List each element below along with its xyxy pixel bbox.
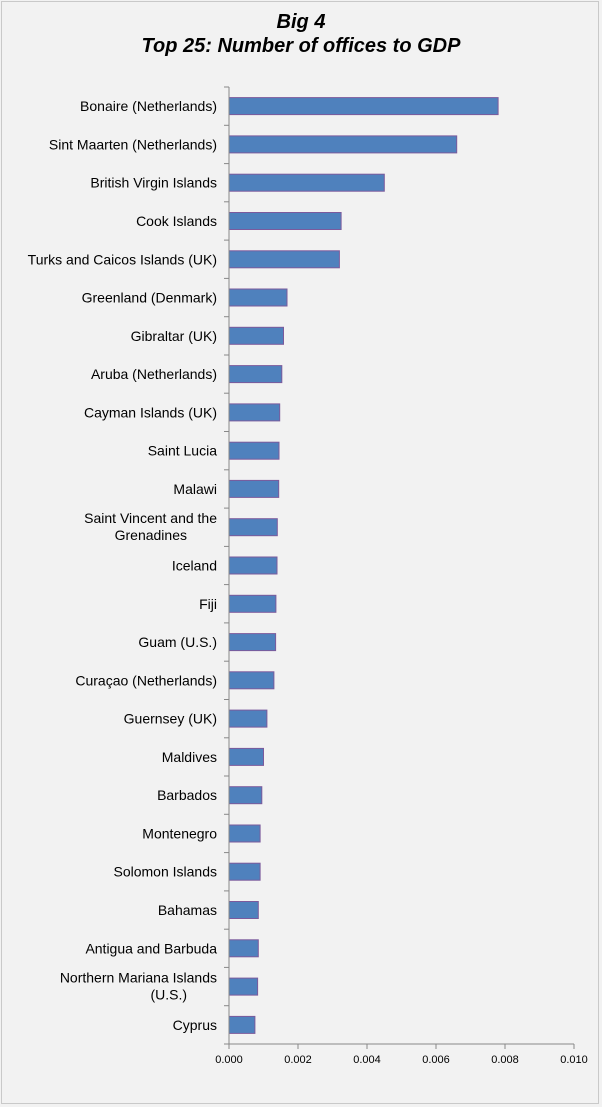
chart-title-block: Big 4 Top 25: Number of offices to GDP [0,10,602,58]
bar [228,441,280,460]
category-label: Maldives [162,749,217,765]
bar [228,173,385,192]
x-tick-label: 0.008 [491,1054,519,1066]
x-tick-label: 0.006 [422,1054,450,1066]
bar [228,135,458,154]
bar [228,518,278,537]
bar [228,939,259,958]
x-tick-label: 0.004 [353,1054,381,1066]
bar [228,365,283,384]
category-label: Northern Mariana Islands (U.S.) [60,970,217,1003]
x-tick-label: 0.000 [215,1054,243,1066]
category-label: Gibraltar (UK) [131,328,217,344]
category-label: Montenegro [142,826,217,842]
bar [228,824,261,843]
category-label: Bonaire (Netherlands) [80,98,217,114]
category-label: Aruba (Netherlands) [91,366,217,382]
category-label: Barbados [157,787,217,803]
bar [228,556,278,575]
category-label: Fiji [199,596,217,612]
bar [228,977,259,996]
bar [228,671,275,690]
bar [228,403,281,422]
bar [228,786,263,805]
category-label: Cayman Islands (UK) [84,404,217,420]
x-tick-label: 0.010 [560,1054,588,1066]
category-label: Guam (U.S.) [138,634,217,650]
category-label: Saint Lucia [148,443,217,459]
bar [228,97,499,116]
bar [228,594,277,613]
category-label: Cook Islands [136,213,217,229]
bar [228,747,264,766]
category-label: British Virgin Islands [90,175,217,191]
category-label: Malawi [173,481,217,497]
category-label: Solomon Islands [113,864,217,880]
bar [228,212,342,230]
bar [228,1015,256,1034]
bar [228,709,268,728]
chart-subtitle: Top 25: Number of offices to GDP [141,35,461,57]
category-label: Antigua and Barbuda [85,940,217,956]
bar [228,326,284,345]
bar [228,633,277,652]
category-label: Cyprus [173,1017,217,1033]
category-label: Turks and Caicos Islands (UK) [28,251,217,267]
bar [228,479,280,498]
category-label: Greenland (Denmark) [82,290,217,306]
category-label: Sint Maarten (Netherlands) [49,136,217,152]
bar [228,901,259,919]
category-label: Curaçao (Netherlands) [75,672,217,688]
bar [228,288,288,307]
category-label: Saint Vincent and the Grenadines [84,510,217,543]
category-label: Guernsey (UK) [124,711,217,727]
category-label: Iceland [172,558,217,574]
bar [228,250,340,269]
category-label: Bahamas [158,902,217,918]
x-tick-label: 0.002 [284,1054,312,1066]
chart-title: Big 4 [276,11,326,33]
bar [228,862,261,881]
